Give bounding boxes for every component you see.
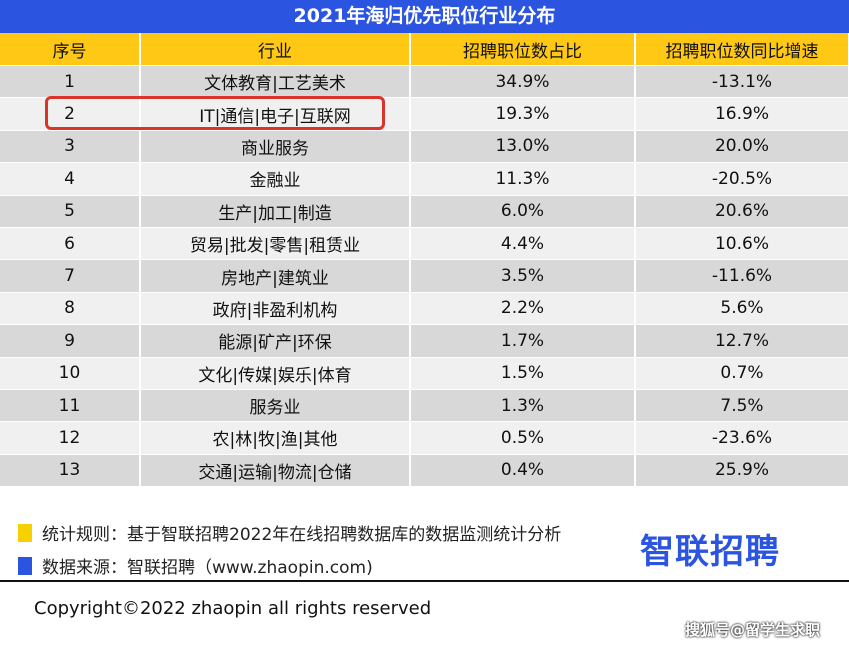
table-cell: 7.5% [635, 389, 849, 423]
table-cell: 生产|加工|制造 [140, 195, 411, 228]
table-cell: 8 [0, 292, 141, 326]
table-cell: 10.6% [635, 227, 849, 261]
table-cell: 能源|矿产|环保 [140, 324, 411, 358]
table-cell: 19.3% [410, 97, 636, 131]
table-row: 4 金融业 11.3% -20.5% [0, 162, 849, 196]
highlight-box [45, 96, 385, 130]
table-cell: 文体教育|工艺美术 [140, 65, 411, 99]
table-cell: 20.6% [635, 195, 849, 228]
column-header: 招聘职位数同比增速 [635, 33, 849, 66]
table-cell: 商业服务 [140, 130, 411, 164]
table-row: 5 生产|加工|制造 6.0% 20.6% [0, 195, 849, 228]
table-cell: 1.5% [410, 357, 636, 390]
table-cell: -13.1% [635, 65, 849, 99]
table-cell: 0.4% [410, 454, 636, 488]
divider [0, 580, 849, 582]
watermark: 搜狐号@留学生求职 [685, 621, 821, 639]
legend-rule: 统计规则：基于智联招聘2022年在线招聘数据库的数据监测统计分析 [18, 520, 561, 545]
table-cell: -20.5% [635, 162, 849, 196]
table-title: 2021年海归优先职位行业分布 [0, 0, 849, 33]
table-cell: 3 [0, 130, 141, 164]
table-cell: 交通|运输|物流|仓储 [140, 454, 411, 488]
table-row: 1 文体教育|工艺美术 34.9% -13.1% [0, 65, 849, 99]
table-cell: 7 [0, 259, 141, 293]
source-note: 数据来源：智联招聘（www.zhaopin.com) [42, 558, 373, 578]
table-cell: 0.5% [410, 421, 636, 455]
table-row: 13 交通|运输|物流|仓储 0.4% 25.9% [0, 454, 849, 488]
table-cell: 1.7% [410, 324, 636, 358]
table-cell: 2.2% [410, 292, 636, 326]
table-cell: 6 [0, 227, 141, 261]
table-row: 10 文化|传媒|娱乐|体育 1.5% 0.7% [0, 357, 849, 390]
table-cell: 10 [0, 357, 141, 390]
table-cell: 1.3% [410, 389, 636, 423]
table-cell: 16.9% [635, 97, 849, 131]
table-cell: 13 [0, 454, 141, 488]
table-cell: 5 [0, 195, 141, 228]
header-row: 序号 行业 招聘职位数占比 招聘职位数同比增速 [0, 33, 849, 66]
table-cell: 9 [0, 324, 141, 358]
table-cell: 2 [0, 97, 141, 131]
table-cell: 贸易|批发|零售|租赁业 [140, 227, 411, 261]
table-cell: 6.0% [410, 195, 636, 228]
column-header: 序号 [0, 33, 141, 66]
table-cell: 11.3% [410, 162, 636, 196]
table-cell: 农|林|牧|渔|其他 [140, 421, 411, 455]
zhaopin-logo: 智联招聘 [640, 532, 780, 572]
table-cell: 11 [0, 389, 141, 423]
table-row: 9 能源|矿产|环保 1.7% 12.7% [0, 324, 849, 358]
table-row: 3 商业服务 13.0% 20.0% [0, 130, 849, 164]
table-row: 2 IT|通信|电子|互联网 19.3% 16.9% [0, 97, 849, 131]
table-cell: 12.7% [635, 324, 849, 358]
table-cell: 政府|非盈利机构 [140, 292, 411, 326]
table-cell: 5.6% [635, 292, 849, 326]
column-header: 行业 [140, 33, 411, 66]
table-row: 12 农|林|牧|渔|其他 0.5% -23.6% [0, 421, 849, 455]
table-cell: 1 [0, 65, 141, 99]
table-cell: 12 [0, 421, 141, 455]
legend-source: 数据来源：智联招聘（www.zhaopin.com) [18, 553, 373, 578]
table-cell: IT|通信|电子|互联网 [140, 97, 411, 131]
table-cell: 房地产|建筑业 [140, 259, 411, 293]
industry-table: 序号 行业 招聘职位数占比 招聘职位数同比增速 1 文体教育|工艺美术 34.9% -13.… [0, 33, 849, 488]
table-cell: -11.6% [635, 259, 849, 293]
table-cell: 4 [0, 162, 141, 196]
table-cell: -23.6% [635, 421, 849, 455]
rule-note: 统计规则：基于智联招聘2022年在线招聘数据库的数据监测统计分析 [42, 525, 562, 545]
table-row: 7 房地产|建筑业 3.5% -11.6% [0, 259, 849, 293]
blue-square-icon [18, 556, 32, 575]
table-cell: 服务业 [140, 389, 411, 423]
table-cell: 4.4% [410, 227, 636, 261]
table-cell: 文化|传媒|娱乐|体育 [140, 357, 411, 390]
table-cell: 3.5% [410, 259, 636, 293]
table-row: 11 服务业 1.3% 7.5% [0, 389, 849, 423]
table-row: 6 贸易|批发|零售|租赁业 4.4% 10.6% [0, 227, 849, 261]
copyright: Copyright©2022 zhaopin all rights reserv… [34, 598, 432, 619]
table-cell: 13.0% [410, 130, 636, 164]
table-cell: 25.9% [635, 454, 849, 488]
yellow-square-icon [18, 523, 32, 542]
table-cell: 34.9% [410, 65, 636, 99]
table-cell: 金融业 [140, 162, 411, 196]
column-header: 招聘职位数占比 [410, 33, 636, 66]
table-cell: 0.7% [635, 357, 849, 390]
table-cell: 20.0% [635, 130, 849, 164]
table-row: 8 政府|非盈利机构 2.2% 5.6% [0, 292, 849, 326]
